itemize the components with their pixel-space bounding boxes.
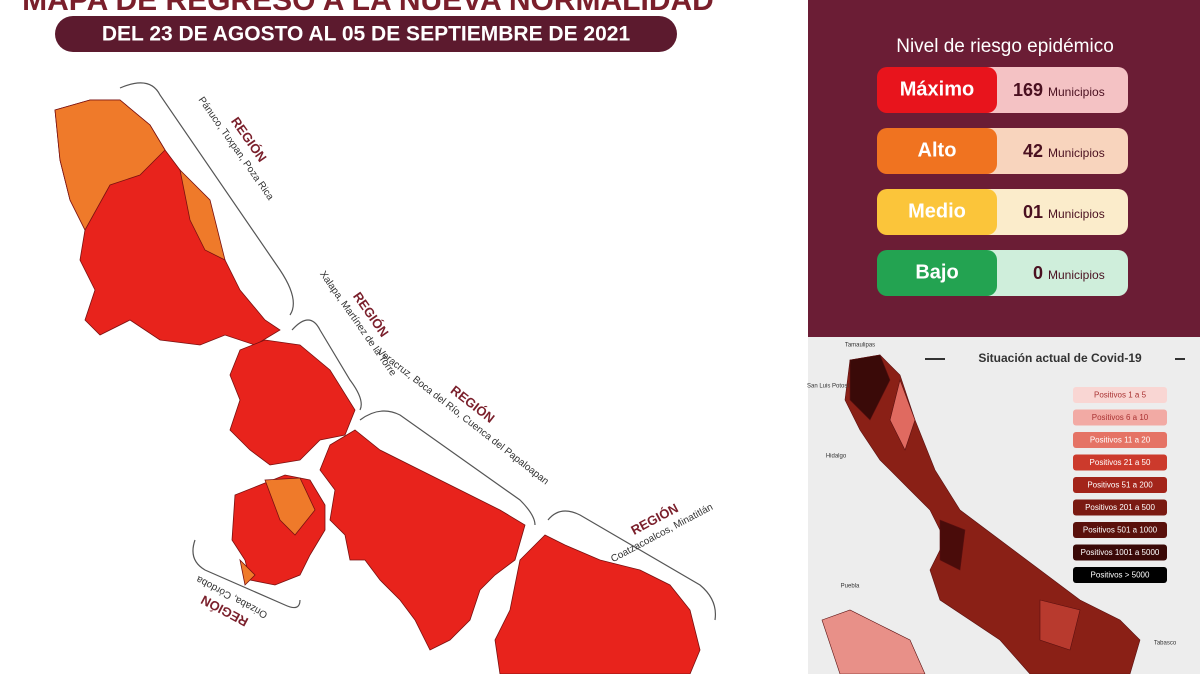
level-count: 0 [1033, 263, 1043, 283]
legend-label: Positivos 11 a 20 [1090, 436, 1151, 445]
bracket [291, 319, 362, 411]
level-count: 169 [1013, 80, 1043, 100]
legend-swatch [1073, 544, 1167, 561]
state-map [54, 99, 701, 675]
count-pill [960, 128, 1128, 174]
covid-legend: Positivos 1 a 5 Positivos 6 a 10 Positivos… [1073, 387, 1167, 583]
legend-label: Positivos 501 a 1000 [1083, 526, 1158, 535]
legend-label: Positivos 1001 a 5000 [1081, 548, 1160, 557]
alto-zone [54, 99, 166, 231]
level-pill [877, 128, 997, 174]
place-label: Hidalgo [826, 454, 847, 460]
bracket [119, 82, 294, 316]
bracket [192, 539, 301, 609]
alto-zone [179, 168, 226, 261]
level-pill [877, 67, 997, 113]
risk-levels: Máximo 169 Municipios Alto 42 Municipios Medio… [877, 67, 1128, 296]
alto-zone [264, 477, 316, 536]
level-unit: Municipios [1048, 85, 1105, 99]
subtitle: DEL 23 DE AGOSTO AL 05 DE SEPTIEMBRE DE … [102, 23, 631, 46]
level-pill [877, 250, 997, 296]
level-count: 42 [1023, 141, 1043, 161]
covid-zone [889, 378, 916, 451]
legend-label: Positivos 201 a 500 [1085, 503, 1155, 512]
alto-zone [239, 558, 256, 586]
covid-title: Situación actual de Covid-19 [978, 351, 1142, 365]
legend-swatch [1073, 522, 1167, 538]
risk-title: Nivel de riesgo epidémico [896, 36, 1114, 57]
legend-swatch [1073, 567, 1167, 583]
count-pill [960, 67, 1128, 113]
covid-zone [1039, 599, 1081, 651]
bracket [547, 510, 717, 621]
level-pill [877, 189, 997, 235]
region-coatzacoalcos [494, 534, 701, 675]
legend-swatch [1073, 454, 1167, 471]
level-count: 01 [1023, 202, 1043, 222]
region-brackets [119, 82, 717, 621]
legend-label: Positivos > 5000 [1091, 571, 1150, 580]
legend-swatch [1073, 387, 1167, 403]
place-label: Tamaulipas [845, 343, 875, 349]
level-name: Máximo [900, 78, 974, 100]
level-name: Bajo [915, 261, 958, 283]
covid-places: Tamaulipas San Luis Potosí Hidalgo Puebla Ta… [807, 343, 1177, 647]
bracket [359, 410, 536, 526]
legend-label: Positivos 51 a 200 [1087, 481, 1153, 490]
place-label: San Luis Potosí [807, 384, 849, 390]
count-pill [960, 250, 1128, 296]
legend-label: Positivos 1 a 5 [1094, 391, 1147, 400]
level-unit: Municipios [1048, 146, 1105, 160]
title: MAPA DE REGRESO A LA NUEVA NORMALIDAD [22, 0, 714, 17]
region-veracruz [319, 429, 526, 651]
level-unit: Municipios [1048, 207, 1105, 221]
covid-map [821, 354, 1141, 675]
count-pill [960, 189, 1128, 235]
level-name: Alto [918, 139, 957, 161]
place-label: Puebla [841, 584, 860, 590]
covid-zone [939, 519, 966, 571]
legend-swatch [1073, 499, 1167, 516]
legend-label: Positivos 6 a 10 [1092, 413, 1149, 422]
legend-swatch [1073, 477, 1167, 493]
level-name: Medio [908, 200, 966, 222]
legend-label: Positivos 21 a 50 [1090, 458, 1151, 467]
legend-swatch [1073, 432, 1167, 448]
region-xalapa [229, 339, 356, 466]
subtitle-pill [55, 16, 677, 52]
place-label: Tabasco [1154, 641, 1177, 647]
legend-swatch [1073, 409, 1167, 426]
level-unit: Municipios [1048, 268, 1105, 282]
covid-zone [849, 354, 891, 421]
